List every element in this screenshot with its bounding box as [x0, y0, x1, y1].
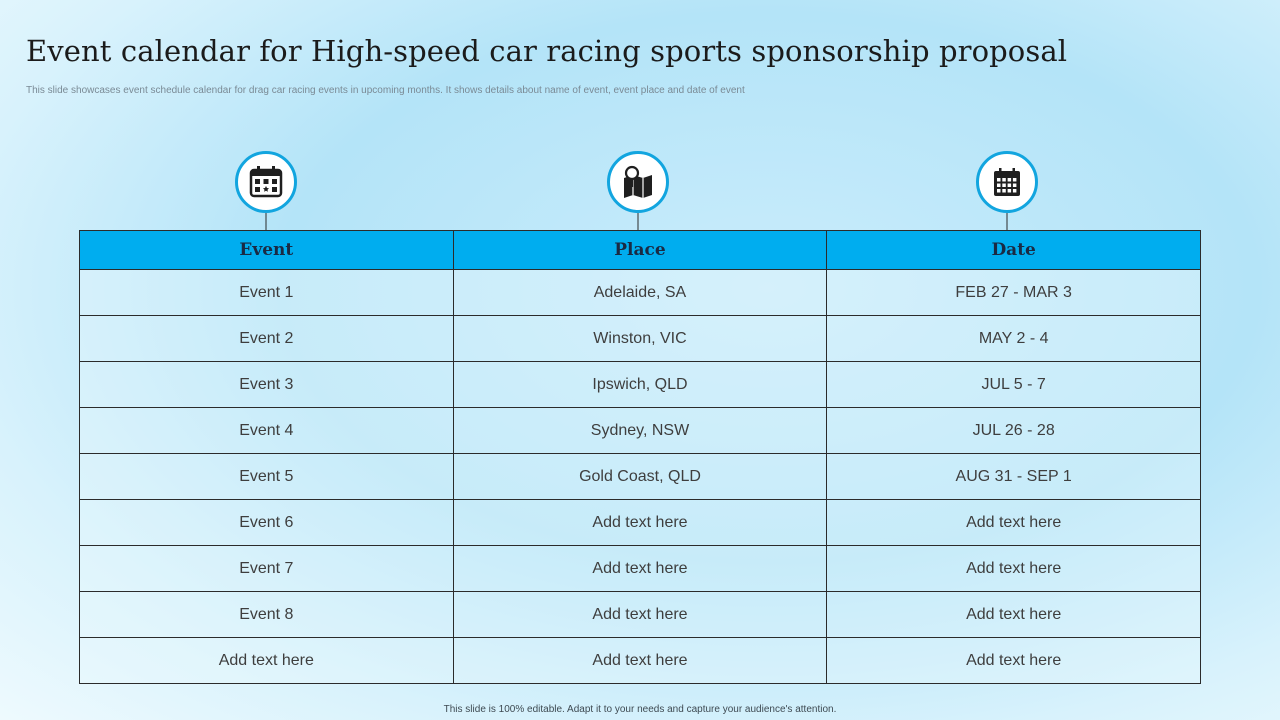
cell-event: Event 2	[79, 315, 454, 362]
cell-place: Gold Coast, QLD	[452, 453, 828, 500]
cell-date: MAY 2 - 4	[826, 315, 1201, 362]
icon-connector	[1006, 213, 1008, 230]
cell-place: Ipswich, QLD	[452, 361, 828, 408]
table-row: Event 1 Adelaide, SA FEB 27 - MAR 3	[79, 269, 1201, 316]
cell-event: Event 8	[79, 591, 454, 638]
table-header-row: Event Place Date	[79, 230, 1201, 270]
table-row: Add text here Add text here Add text her…	[79, 637, 1201, 684]
header-event: Event	[79, 230, 454, 270]
cell-place: Add text here	[452, 591, 828, 638]
cell-date: JUL 26 - 28	[826, 407, 1201, 454]
cell-date: FEB 27 - MAR 3	[826, 269, 1201, 316]
cell-place: Add text here	[452, 499, 828, 546]
cell-event: Event 1	[79, 269, 454, 316]
cell-date: Add text here	[826, 499, 1201, 546]
cell-place: Add text here	[452, 545, 828, 592]
cell-place: Add text here	[452, 637, 828, 684]
cell-event: Event 4	[79, 407, 454, 454]
icon-connector	[637, 213, 639, 230]
page-subtitle: This slide showcases event schedule cale…	[26, 85, 745, 96]
table-row: Event 7 Add text here Add text here	[79, 545, 1201, 592]
cell-date: Add text here	[826, 637, 1201, 684]
event-table: Event Place Date Event 1 Adelaide, SA FE…	[79, 230, 1201, 684]
page-title: Event calendar for High-speed car racing…	[26, 34, 1068, 68]
calendar-grid-icon-badge	[976, 151, 1038, 230]
map-pin-icon	[624, 165, 652, 198]
cell-event: Add text here	[79, 637, 454, 684]
cell-place: Adelaide, SA	[452, 269, 828, 316]
cell-date: AUG 31 - SEP 1	[826, 453, 1201, 500]
calendar-grid-icon	[994, 168, 1020, 196]
cell-date: Add text here	[826, 591, 1201, 638]
table-row: Event 8 Add text here Add text here	[79, 591, 1201, 638]
cell-event: Event 3	[79, 361, 454, 408]
cell-date: Add text here	[826, 545, 1201, 592]
table-row: Event 2 Winston, VIC MAY 2 - 4	[79, 315, 1201, 362]
table-row: Event 6 Add text here Add text here	[79, 499, 1201, 546]
header-date: Date	[826, 230, 1201, 270]
calendar-icon	[249, 166, 283, 198]
map-pin-icon-badge	[607, 151, 669, 230]
cell-place: Sydney, NSW	[452, 407, 828, 454]
table-row: Event 5 Gold Coast, QLD AUG 31 - SEP 1	[79, 453, 1201, 500]
cell-event: Event 6	[79, 499, 454, 546]
cell-event: Event 7	[79, 545, 454, 592]
cell-event: Event 5	[79, 453, 454, 500]
table-row: Event 4 Sydney, NSW JUL 26 - 28	[79, 407, 1201, 454]
table-row: Event 3 Ipswich, QLD JUL 5 - 7	[79, 361, 1201, 408]
header-place: Place	[452, 230, 828, 270]
calendar-icon-badge	[235, 151, 297, 230]
cell-place: Winston, VIC	[452, 315, 828, 362]
icon-connector	[265, 213, 267, 230]
cell-date: JUL 5 - 7	[826, 361, 1201, 408]
footer-note: This slide is 100% editable. Adapt it to…	[443, 704, 837, 715]
